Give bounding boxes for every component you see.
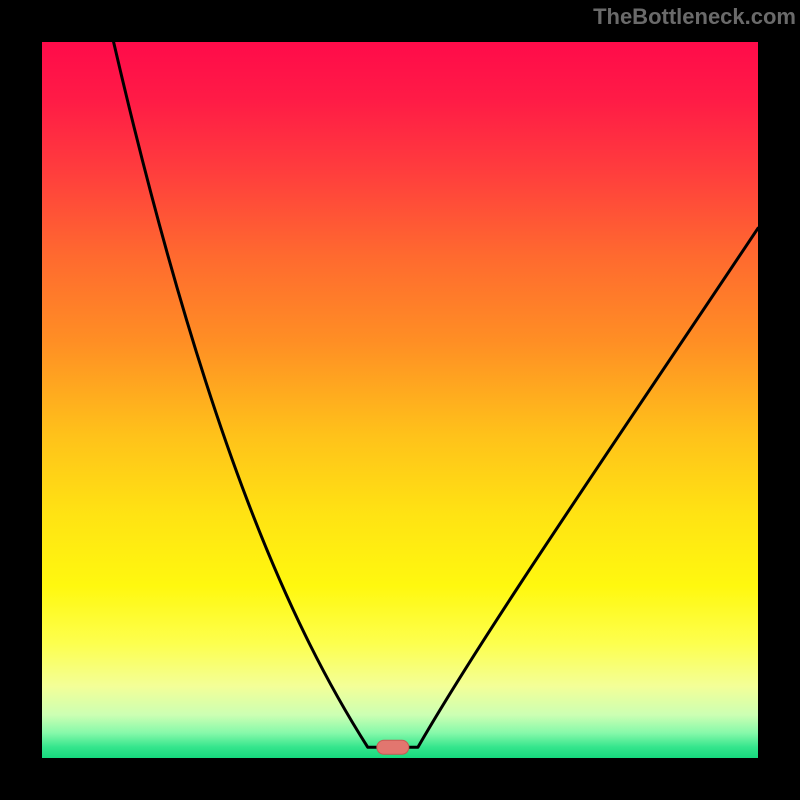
- watermark: TheBottleneck.com: [593, 4, 796, 30]
- plot-area: [42, 42, 758, 758]
- chart-canvas: TheBottleneck.com: [0, 0, 800, 800]
- vertex-marker: [42, 42, 758, 758]
- vertex-pill: [377, 740, 409, 754]
